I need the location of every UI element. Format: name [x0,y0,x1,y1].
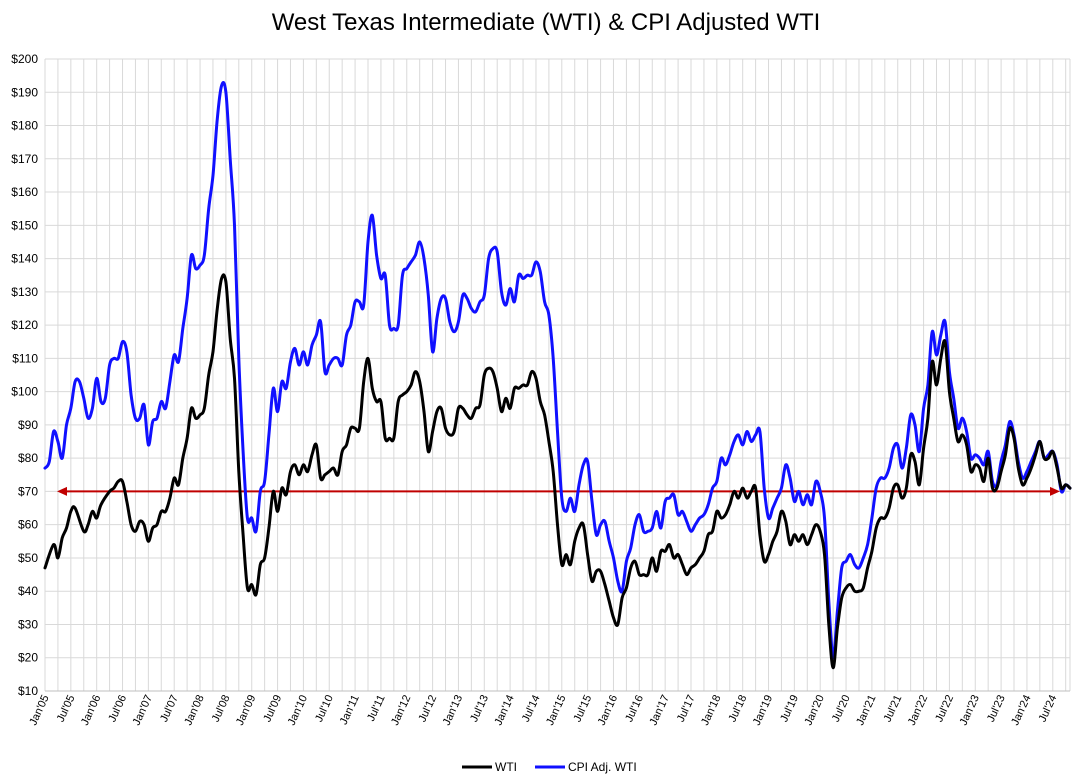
y-tick-label: $110 [12,351,38,365]
chart-title: West Texas Intermediate (WTI) & CPI Adju… [272,9,821,36]
y-tick-label: $20 [18,651,38,665]
y-tick-label: $40 [18,584,38,598]
legend: WTI CPI Adj. WTI [462,760,637,774]
y-tick-label: $160 [11,185,38,199]
legend-label-cpi-adj-wti: CPI Adj. WTI [568,760,637,774]
y-tick-label: $50 [18,551,38,565]
y-tick-label: $170 [11,152,38,166]
y-tick-label: $200 [11,52,38,66]
y-tick-label: $30 [18,617,38,631]
y-axis-ticks: $10 $20 $30 $40 $50 $60 $70 $80 $90 $100 $110 $120 $… [11,52,38,698]
y-tick-label: $190 [11,85,38,99]
y-tick-label: $120 [11,318,38,332]
y-tick-label: $140 [11,252,38,266]
y-tick-label: $100 [11,385,38,399]
series-lines [43,81,1072,670]
y-tick-label: $70 [18,484,38,498]
reference-line-70 [57,486,1060,496]
y-tick-label: $180 [11,119,38,133]
y-tick-label: $90 [18,418,38,432]
y-tick-label: $130 [11,285,38,299]
y-tick-label: $150 [11,218,38,232]
reference-arrow-right [1050,486,1060,496]
legend-label-wti: WTI [495,760,517,774]
cpi-adj-wti-series-line [43,81,1072,660]
y-tick-label: $60 [18,518,38,532]
grid [44,58,1071,692]
reference-arrow-left [57,486,67,496]
wti-series-line [43,273,1072,670]
y-tick-label: $80 [18,451,38,465]
y-tick-label: $10 [18,684,38,698]
